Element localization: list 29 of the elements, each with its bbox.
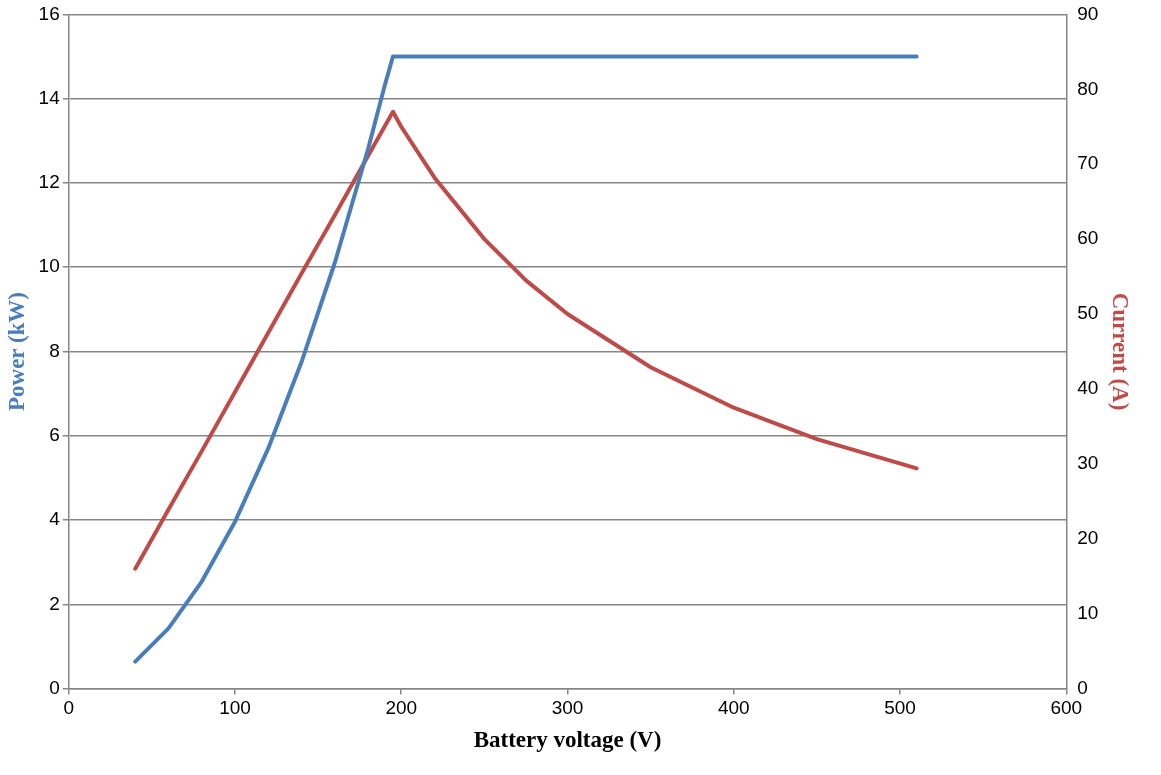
y-tick-label: 0 [49,676,60,698]
x-tick-label: 0 [63,697,75,719]
y-tick-label: 6 [49,424,60,446]
y2-axis-title: Current (A) [1108,292,1134,411]
x-tick-label: 100 [219,697,251,719]
y2-tick-label: 60 [1077,227,1099,249]
y-tick-label: 10 [38,255,60,277]
y2-tick-label: 0 [1077,676,1088,698]
y-tick-label: 2 [49,592,60,614]
y-tick-label: 4 [49,508,61,530]
y-tick-label: 14 [38,86,61,108]
y2-tick-label: 20 [1077,527,1099,549]
y2-tick-label: 70 [1077,152,1099,174]
y-axis-title: Power (kW) [3,291,29,412]
x-tick-label: 300 [551,697,584,719]
y2-tick-label: 90 [1077,2,1099,24]
y-tick-label: 8 [49,339,60,361]
x-axis-title: Battery voltage (V) [473,727,662,753]
x-tick-label: 400 [717,697,750,719]
y-tick-label: 16 [38,2,60,24]
y2-tick-label: 10 [1077,601,1099,623]
y-tick-label: 12 [38,171,60,193]
x-tick-label: 500 [884,697,916,719]
y2-tick-label: 50 [1077,302,1099,324]
y2-tick-label: 30 [1077,452,1099,474]
y2-tick-label: 80 [1077,77,1099,99]
x-tick-label: 600 [1050,697,1083,719]
x-tick-label: 200 [385,697,418,719]
y2-tick-label: 40 [1077,377,1099,399]
